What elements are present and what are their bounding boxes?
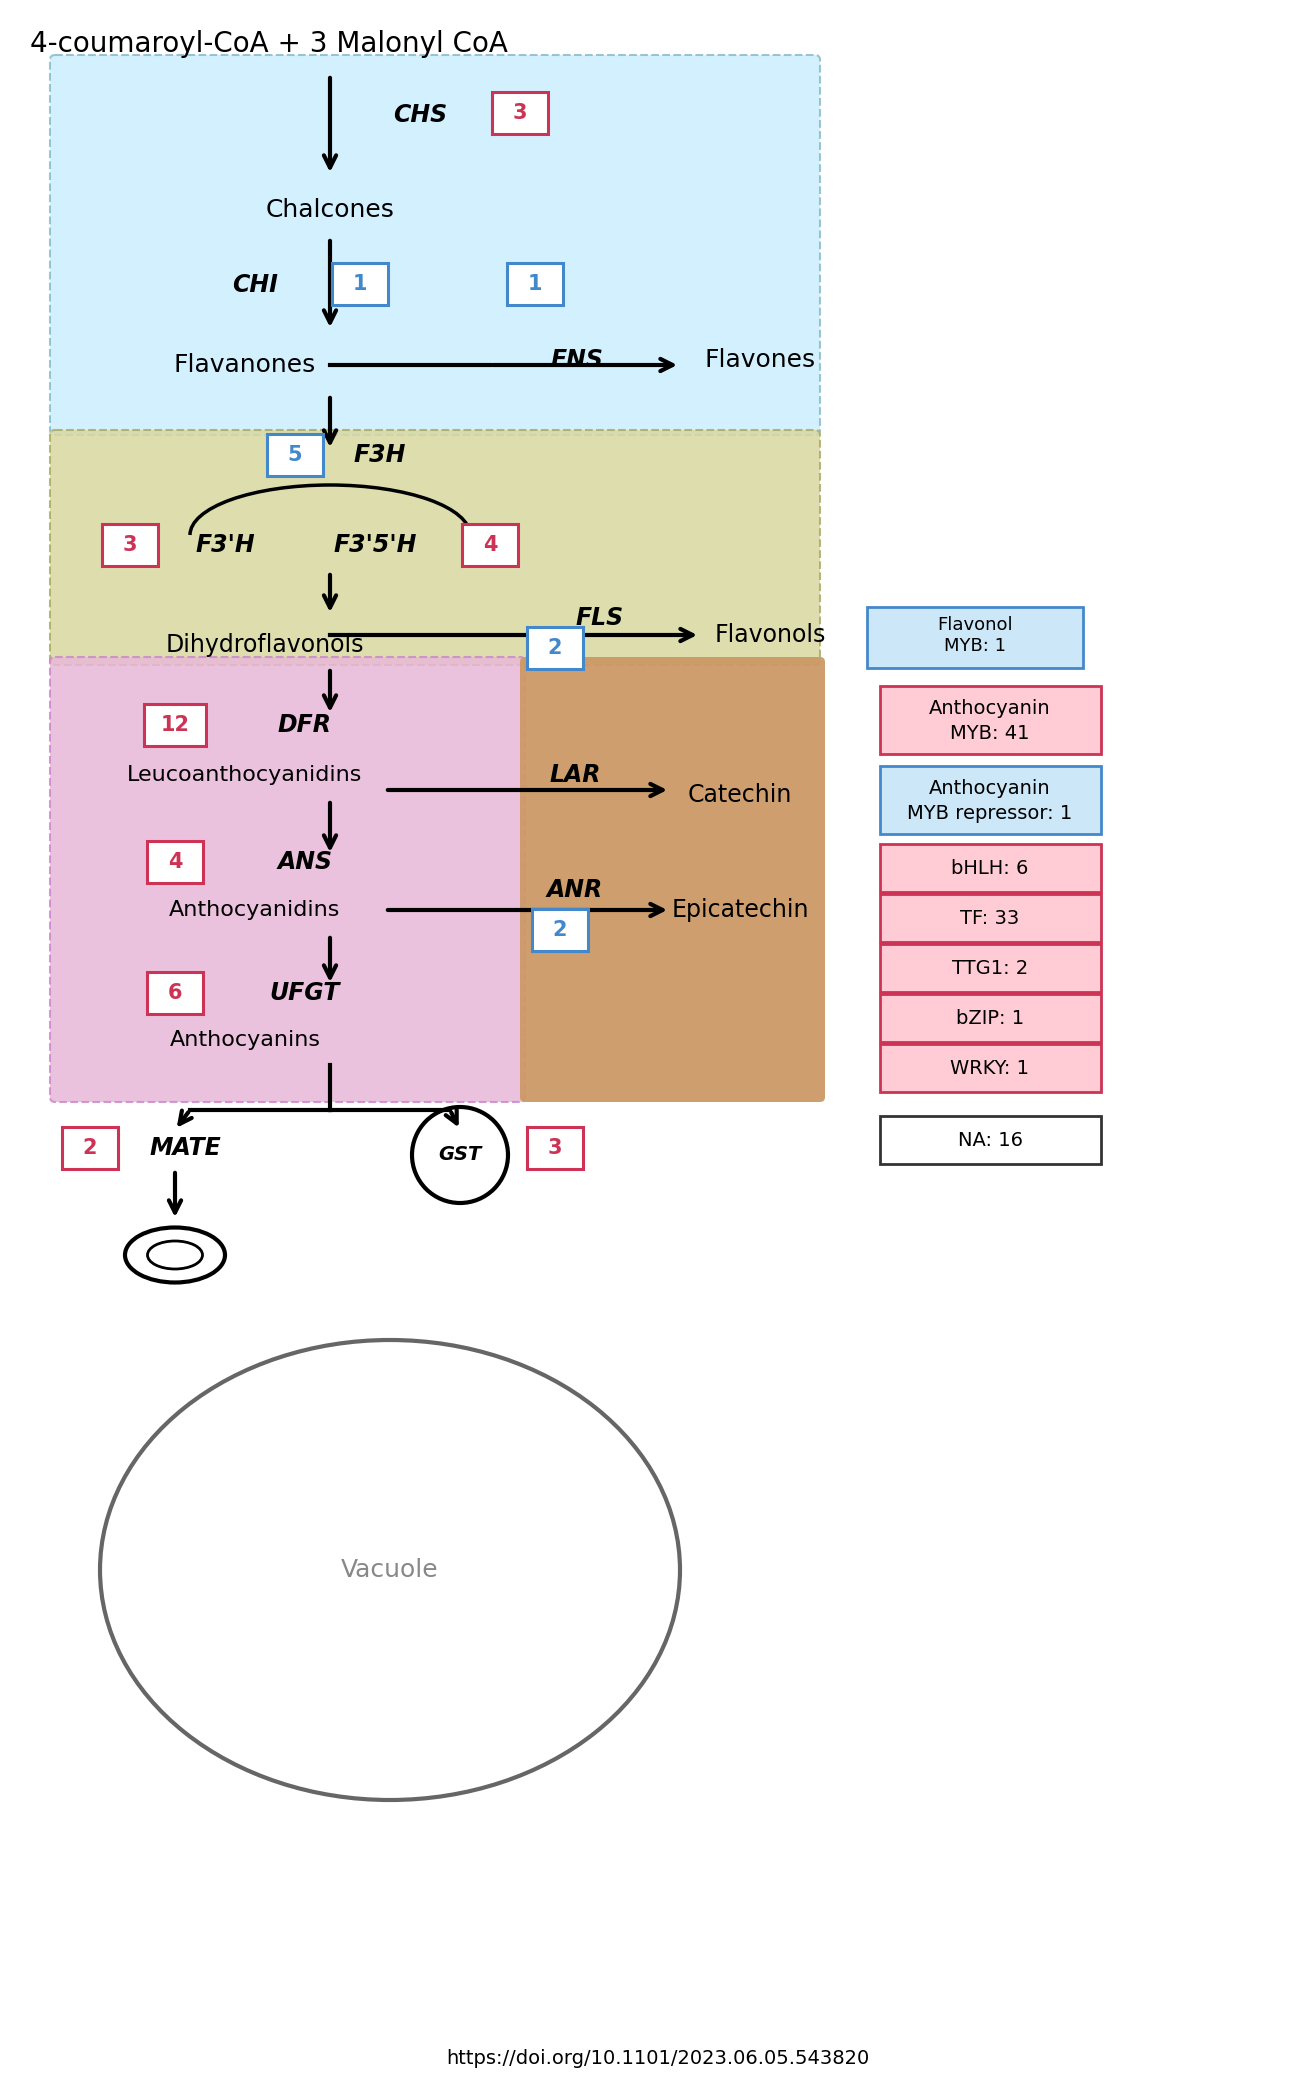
FancyBboxPatch shape <box>867 606 1083 667</box>
FancyBboxPatch shape <box>526 627 583 669</box>
Text: FNS: FNS <box>550 348 604 371</box>
Text: 12: 12 <box>161 715 190 734</box>
Text: F3'5'H: F3'5'H <box>333 533 417 556</box>
Text: Epicatechin: Epicatechin <box>671 898 809 921</box>
FancyBboxPatch shape <box>879 894 1100 942</box>
Text: Anthocyanin: Anthocyanin <box>929 699 1050 718</box>
Ellipse shape <box>100 1341 680 1800</box>
Text: 3: 3 <box>547 1137 562 1158</box>
FancyBboxPatch shape <box>267 434 322 476</box>
FancyBboxPatch shape <box>103 524 158 566</box>
Text: MYB repressor: 1: MYB repressor: 1 <box>907 804 1073 822</box>
Text: ANR: ANR <box>547 877 603 902</box>
Text: GST: GST <box>438 1146 482 1164</box>
Text: 2: 2 <box>83 1137 97 1158</box>
FancyBboxPatch shape <box>520 657 825 1101</box>
Text: 6: 6 <box>167 984 182 1003</box>
Text: Leucoanthocyanidins: Leucoanthocyanidins <box>128 766 363 785</box>
FancyBboxPatch shape <box>147 841 203 883</box>
Text: CHI: CHI <box>232 273 278 298</box>
Text: 2: 2 <box>547 638 562 659</box>
Text: 4: 4 <box>167 852 182 873</box>
FancyBboxPatch shape <box>526 1127 583 1169</box>
Text: 2: 2 <box>553 921 567 940</box>
FancyBboxPatch shape <box>492 92 547 134</box>
Text: DFR: DFR <box>278 713 332 736</box>
FancyBboxPatch shape <box>507 262 563 304</box>
Text: Anthocyanidins: Anthocyanidins <box>170 900 341 921</box>
Text: Chalcones: Chalcones <box>266 197 395 222</box>
Text: Flavanones: Flavanones <box>174 352 316 378</box>
Text: 4-coumaroyl-CoA + 3 Malonyl CoA: 4-coumaroyl-CoA + 3 Malonyl CoA <box>30 29 508 59</box>
Text: F3H: F3H <box>354 443 407 468</box>
Ellipse shape <box>125 1227 225 1282</box>
FancyBboxPatch shape <box>879 686 1100 753</box>
Text: 1: 1 <box>528 275 542 294</box>
FancyBboxPatch shape <box>879 766 1100 835</box>
Text: https://doi.org/10.1101/2023.06.05.543820: https://doi.org/10.1101/2023.06.05.54382… <box>446 2048 870 2067</box>
FancyBboxPatch shape <box>50 55 820 434</box>
FancyBboxPatch shape <box>879 994 1100 1043</box>
Text: MYB: 41: MYB: 41 <box>950 724 1029 743</box>
Text: TF: 33: TF: 33 <box>961 908 1020 927</box>
Text: UFGT: UFGT <box>270 982 341 1005</box>
FancyBboxPatch shape <box>332 262 388 304</box>
FancyBboxPatch shape <box>879 843 1100 892</box>
FancyBboxPatch shape <box>879 1045 1100 1091</box>
Text: TTG1: 2: TTG1: 2 <box>951 959 1028 978</box>
Text: Vacuole: Vacuole <box>341 1559 438 1582</box>
Text: WRKY: 1: WRKY: 1 <box>950 1059 1029 1078</box>
Text: bZIP: 1: bZIP: 1 <box>955 1009 1024 1028</box>
Text: MYB: 1: MYB: 1 <box>944 638 1005 655</box>
FancyBboxPatch shape <box>532 908 588 950</box>
Text: LAR: LAR <box>549 764 600 787</box>
Text: NA: 16: NA: 16 <box>958 1131 1023 1150</box>
FancyBboxPatch shape <box>879 944 1100 992</box>
Text: Flavonol: Flavonol <box>937 617 1013 634</box>
Text: Anthocyanin: Anthocyanin <box>929 778 1050 799</box>
Text: Dihydroflavonols: Dihydroflavonols <box>166 634 365 657</box>
Text: Anthocyanins: Anthocyanins <box>170 1030 321 1049</box>
Text: 1: 1 <box>353 275 367 294</box>
Text: 4: 4 <box>483 535 497 556</box>
Text: Flavonols: Flavonols <box>715 623 825 646</box>
FancyBboxPatch shape <box>143 705 207 747</box>
Text: MATE: MATE <box>149 1135 221 1160</box>
Text: CHS: CHS <box>393 103 447 128</box>
FancyBboxPatch shape <box>50 430 820 665</box>
Text: ANS: ANS <box>278 850 333 875</box>
Text: F3'H: F3'H <box>195 533 255 556</box>
Text: Flavones: Flavones <box>704 348 816 371</box>
FancyBboxPatch shape <box>147 971 203 1013</box>
Text: 5: 5 <box>288 445 303 466</box>
Ellipse shape <box>147 1242 203 1269</box>
FancyBboxPatch shape <box>50 657 525 1101</box>
FancyBboxPatch shape <box>62 1127 118 1169</box>
Text: bHLH: 6: bHLH: 6 <box>951 858 1029 877</box>
FancyBboxPatch shape <box>462 524 519 566</box>
Text: Catechin: Catechin <box>688 783 792 808</box>
Text: FLS: FLS <box>576 606 624 629</box>
Text: 3: 3 <box>122 535 137 556</box>
Text: 3: 3 <box>513 103 528 124</box>
FancyBboxPatch shape <box>879 1116 1100 1164</box>
